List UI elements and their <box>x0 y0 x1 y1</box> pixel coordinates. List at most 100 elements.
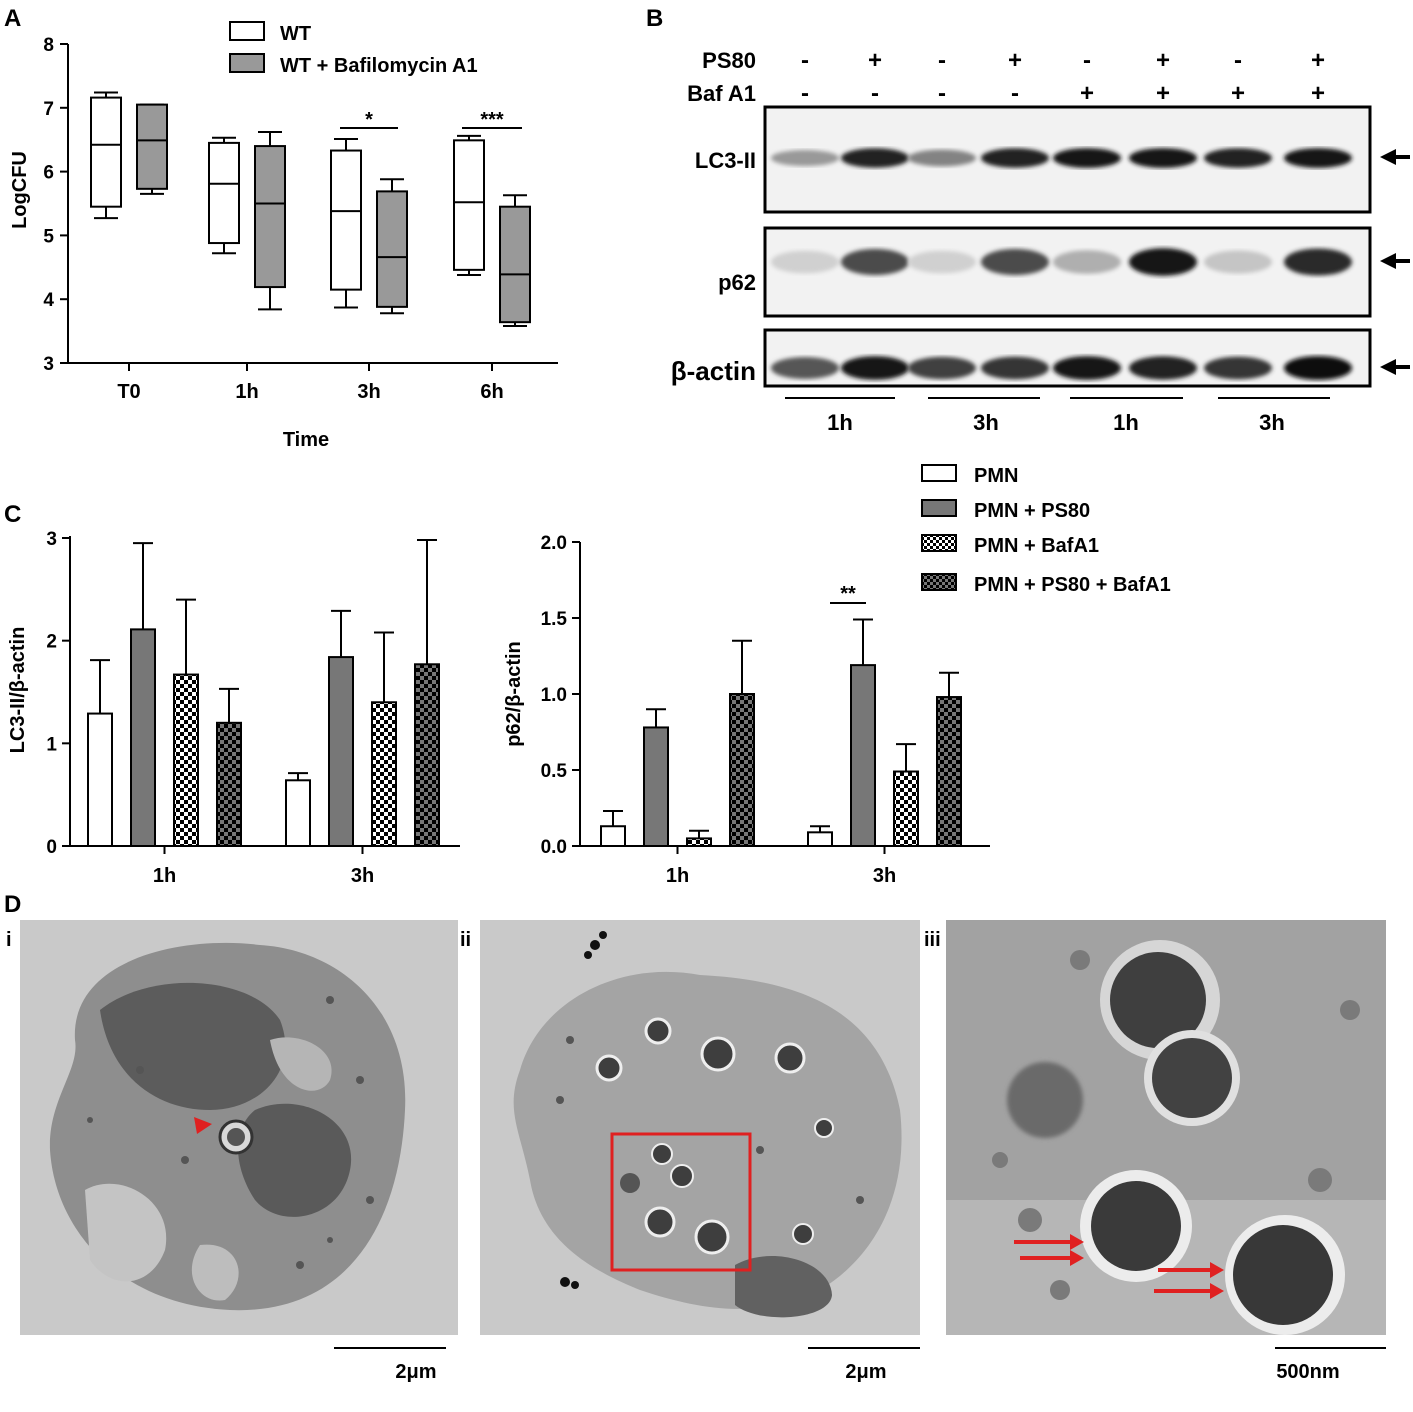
b-sign: + <box>868 47 882 74</box>
c-bar <box>130 628 156 848</box>
a-sig-3h: * <box>365 109 373 131</box>
c-legend-swatch-ps80 <box>921 499 957 517</box>
panel-a-boxplot: 3 4 5 6 7 8 T0 1h 3h 6h LogCFU Time WT WT + Bafi… <box>9 21 558 451</box>
c-legend-pmn: PMN <box>974 465 1018 487</box>
b-band <box>1129 356 1197 380</box>
a-box <box>499 205 531 324</box>
panel-b-western-blot: PS80 Baf A1 - + - + - + - +- - - - + + + + LC3-II p62 … <box>671 47 1410 435</box>
c-y-tick-label: 0 <box>46 837 57 858</box>
b-band <box>841 148 909 168</box>
b-sign: + <box>1080 80 1094 107</box>
c-y-tick-label: 0.5 <box>541 761 568 782</box>
a-box <box>208 141 240 245</box>
c-y-tick-label: 0.0 <box>541 837 567 858</box>
micrograph-ii: ii 2μm <box>460 920 920 1383</box>
a-legend-swatch-baf <box>229 53 265 73</box>
b-band <box>1204 356 1272 380</box>
a-y-tick-label: 3 <box>43 354 54 375</box>
c-legend-ps80: PMN + PS80 <box>974 500 1090 522</box>
c-legend-swatch-baf <box>921 534 957 552</box>
panel-label-a: A <box>4 5 21 32</box>
a-y-tick-label: 7 <box>43 99 54 120</box>
b-band <box>908 250 976 274</box>
a-box <box>453 139 485 271</box>
c-bar <box>414 663 440 848</box>
panel-label-c: C <box>4 501 21 528</box>
b-band <box>1204 148 1272 168</box>
micrograph-iii: iii 500nm <box>924 920 1386 1383</box>
a-y-axis-label: LogCFU <box>9 151 31 229</box>
b-sign: - <box>1083 47 1091 74</box>
b-band <box>1053 148 1121 168</box>
b-sign: - <box>801 80 809 107</box>
panel-c-lc3-chart: 0 1 2 3 1h 3h LC3-II/β-actin <box>7 529 460 887</box>
b-sign: - <box>801 47 809 74</box>
scale-bar-label-i: 2μm <box>395 1361 436 1383</box>
b-band-label-lc3: LC3-II <box>695 148 756 173</box>
c-x-tick-label: 1h <box>153 865 176 887</box>
a-x-tick-label: 1h <box>235 381 258 403</box>
panel-c-p62-chart: 0.0 0.5 1.0 1.5 2.0 1h 3h ** p62/β-actin <box>503 533 990 887</box>
inset-box <box>610 1132 752 1272</box>
c-bar <box>87 712 113 847</box>
b-band <box>1053 356 1121 380</box>
a-y-tick-label: 5 <box>43 226 54 247</box>
b-band <box>1129 248 1197 276</box>
b-sign: + <box>1008 47 1022 74</box>
arrow-icon <box>1020 1250 1084 1266</box>
a-legend-swatch-wt <box>229 21 265 41</box>
a-box <box>254 145 286 289</box>
b-band <box>908 149 976 167</box>
a-legend-baf: WT + Bafilomycin A1 <box>280 55 478 77</box>
c-x-tick-label: 3h <box>873 865 896 887</box>
b-band <box>771 149 839 167</box>
c-legend-swatch-ps80-baf <box>921 573 957 591</box>
b-band <box>841 356 909 380</box>
c-bar <box>807 831 833 848</box>
micrograph-label-iii: iii <box>924 929 941 951</box>
c-bar <box>936 696 962 847</box>
a-legend-wt: WT <box>280 23 311 45</box>
a-x-tick-label: T0 <box>117 381 140 403</box>
b-band <box>1204 250 1272 274</box>
b-sign: + <box>1231 80 1245 107</box>
a-x-tick-label: 6h <box>480 381 503 403</box>
c-legend-swatch-pmn <box>921 464 957 482</box>
a-x-tick-label: 3h <box>357 381 380 403</box>
c-bar <box>328 656 354 847</box>
c-y-tick-label: 1.5 <box>541 609 568 630</box>
arrow-icon <box>1158 1262 1224 1278</box>
a-y-tick-label: 6 <box>43 163 54 184</box>
b-band <box>1284 356 1352 380</box>
c-bar <box>686 837 712 848</box>
b-band <box>981 148 1049 168</box>
b-sign: + <box>1311 47 1325 74</box>
b-sign: - <box>1011 80 1019 107</box>
micrograph-i: i 2μm <box>6 920 458 1383</box>
b-band <box>1053 250 1121 274</box>
micrograph-label-ii: ii <box>460 929 471 951</box>
b-sign: - <box>1234 47 1242 74</box>
arrow-icon <box>1380 253 1410 269</box>
c-bar <box>216 721 242 847</box>
a-x-axis-label: Time <box>283 429 329 451</box>
c-x-tick-label: 3h <box>351 865 374 887</box>
a-y-tick-label: 4 <box>43 290 54 311</box>
b-band <box>771 357 839 379</box>
a-box <box>376 190 408 308</box>
c-bar <box>600 825 626 847</box>
b-band <box>981 356 1049 380</box>
b-band <box>1284 148 1352 168</box>
panel-label-d: D <box>4 891 21 918</box>
b-band <box>908 356 976 380</box>
a-box <box>136 103 168 190</box>
b-band <box>981 248 1049 276</box>
arrow-icon <box>1380 149 1410 165</box>
b-band <box>841 248 909 276</box>
c-legend: PMN PMN + PS80 PMN + BafA1 PMN + PS80 + … <box>921 464 1171 596</box>
arrowhead-icon <box>194 1117 212 1134</box>
c-bar <box>893 770 919 848</box>
scale-bar-label-ii: 2μm <box>845 1361 886 1383</box>
b-band <box>771 250 839 274</box>
